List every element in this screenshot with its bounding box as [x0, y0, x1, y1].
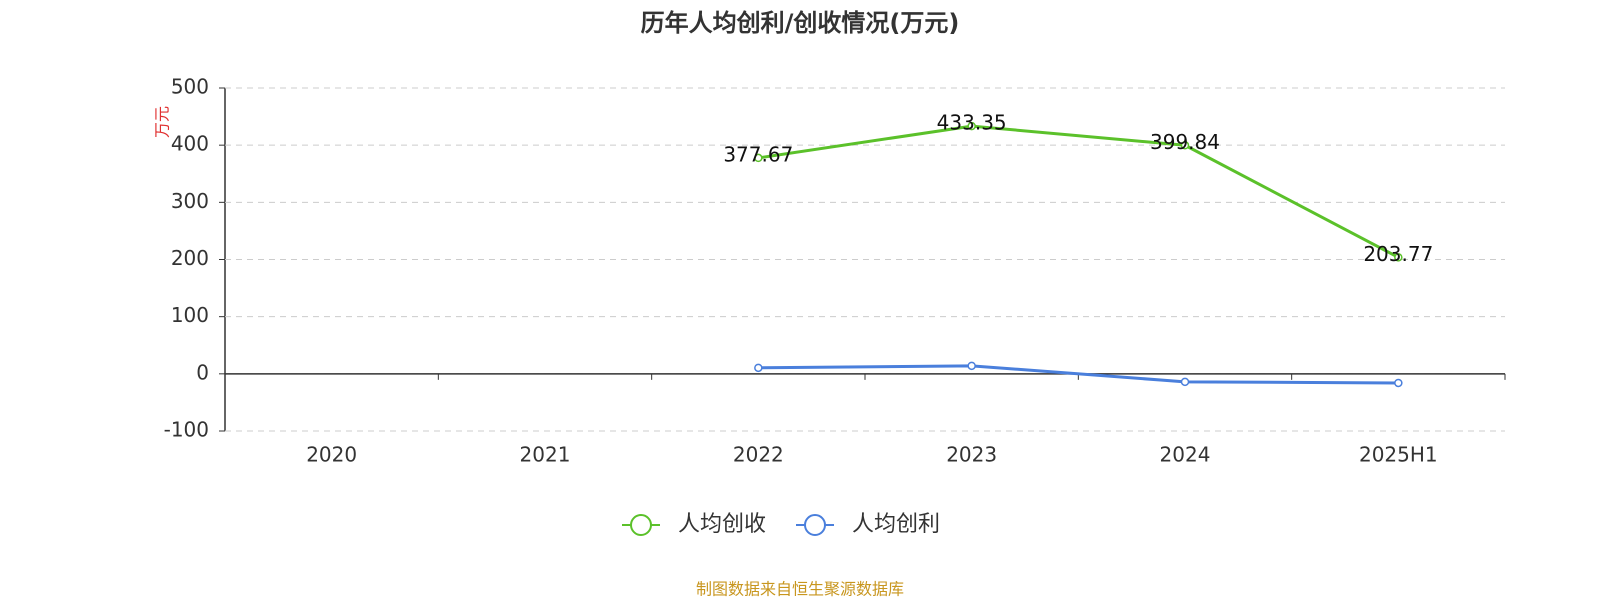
point — [1180, 377, 1190, 387]
point — [754, 153, 763, 163]
series-line — [758, 364, 1399, 385]
chart-title: 历年人均创利/创收情况(万元) — [641, 9, 960, 37]
point — [1394, 253, 1403, 262]
data-label: 399.84 — [1150, 130, 1220, 154]
y-axis-label: 万元 — [153, 106, 172, 138]
point — [1180, 141, 1190, 150]
legend-label: 人均创收 — [678, 512, 766, 537]
y-tick-label: 500 — [171, 75, 209, 99]
series-line — [758, 124, 1400, 259]
y-tick-label: 400 — [171, 132, 209, 156]
legend-marker — [804, 514, 826, 536]
data-label: 203.77 — [1363, 242, 1433, 266]
y-tick-label: 0 — [196, 360, 209, 384]
source-note: 制图数据来自恒生聚源数据库 — [696, 580, 904, 599]
point — [967, 361, 976, 371]
legend-label: 人均创利 — [852, 512, 940, 537]
data-label: 433.35 — [937, 111, 1007, 135]
x-tick-label: 2021 — [520, 443, 571, 467]
point — [1394, 378, 1403, 388]
point — [967, 121, 976, 131]
x-tick-label: 2023 — [946, 443, 997, 467]
y-tick-label: 300 — [171, 189, 209, 213]
x-tick-label: 2022 — [733, 443, 784, 467]
y-tick-label: 200 — [171, 246, 209, 270]
data-label: 377.67 — [723, 142, 793, 166]
point — [754, 363, 763, 373]
x-tick-label: 2024 — [1160, 443, 1211, 467]
y-tick-label: -100 — [164, 418, 209, 442]
x-tick-label: 2020 — [306, 443, 357, 467]
y-tick-label: 100 — [171, 303, 209, 327]
x-tick-label: 2025H1 — [1359, 443, 1438, 467]
legend-marker — [630, 514, 652, 536]
